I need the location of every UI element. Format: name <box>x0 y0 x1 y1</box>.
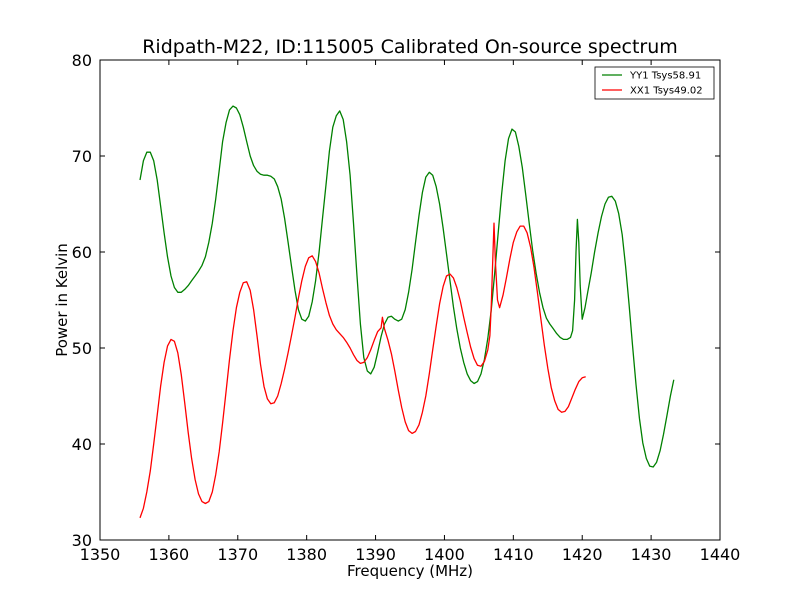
y-tick-label: 50 <box>72 339 92 358</box>
legend: YY1 Tsys58.91 XX1 Tsys49.02 <box>594 66 715 100</box>
x-tick-label: 1410 <box>493 545 534 564</box>
series-layer <box>139 105 675 519</box>
x-tick-label: 1380 <box>286 545 327 564</box>
tick-layer: 1350 1360 1370 1380 1390 1400 1410 1420 1430 1440… <box>72 51 741 564</box>
x-tick-label: 1350 <box>80 545 121 564</box>
series-line-xx1 <box>139 222 586 519</box>
chart-title: Ridpath-M22, ID:115005 Calibrated On-sou… <box>142 36 678 58</box>
y-axis-label: Power in Kelvin <box>53 243 71 357</box>
x-axis-label: Frequency (MHz) <box>347 562 473 580</box>
y-tick-label: 60 <box>72 243 92 262</box>
plot-area <box>100 60 720 540</box>
y-tick-label: 80 <box>72 51 92 70</box>
x-tick-label: 1440 <box>700 545 741 564</box>
series-line-yy1 <box>139 105 675 468</box>
x-tick-label: 1370 <box>217 545 258 564</box>
x-tick-label: 1420 <box>562 545 603 564</box>
y-tick-label: 70 <box>72 147 92 166</box>
x-tick-label: 1390 <box>355 545 396 564</box>
y-tick-label: 30 <box>72 531 92 550</box>
legend-entry-yy1: YY1 Tsys58.91 <box>629 71 701 82</box>
x-tick-label: 1400 <box>424 545 465 564</box>
legend-box <box>594 66 715 100</box>
plot-frame <box>99 59 721 541</box>
x-tick-label: 1360 <box>149 545 190 564</box>
y-tick-label: 40 <box>72 435 92 454</box>
legend-entry-xx1: XX1 Tsys49.02 <box>630 86 703 97</box>
x-tick-label: 1430 <box>631 545 672 564</box>
